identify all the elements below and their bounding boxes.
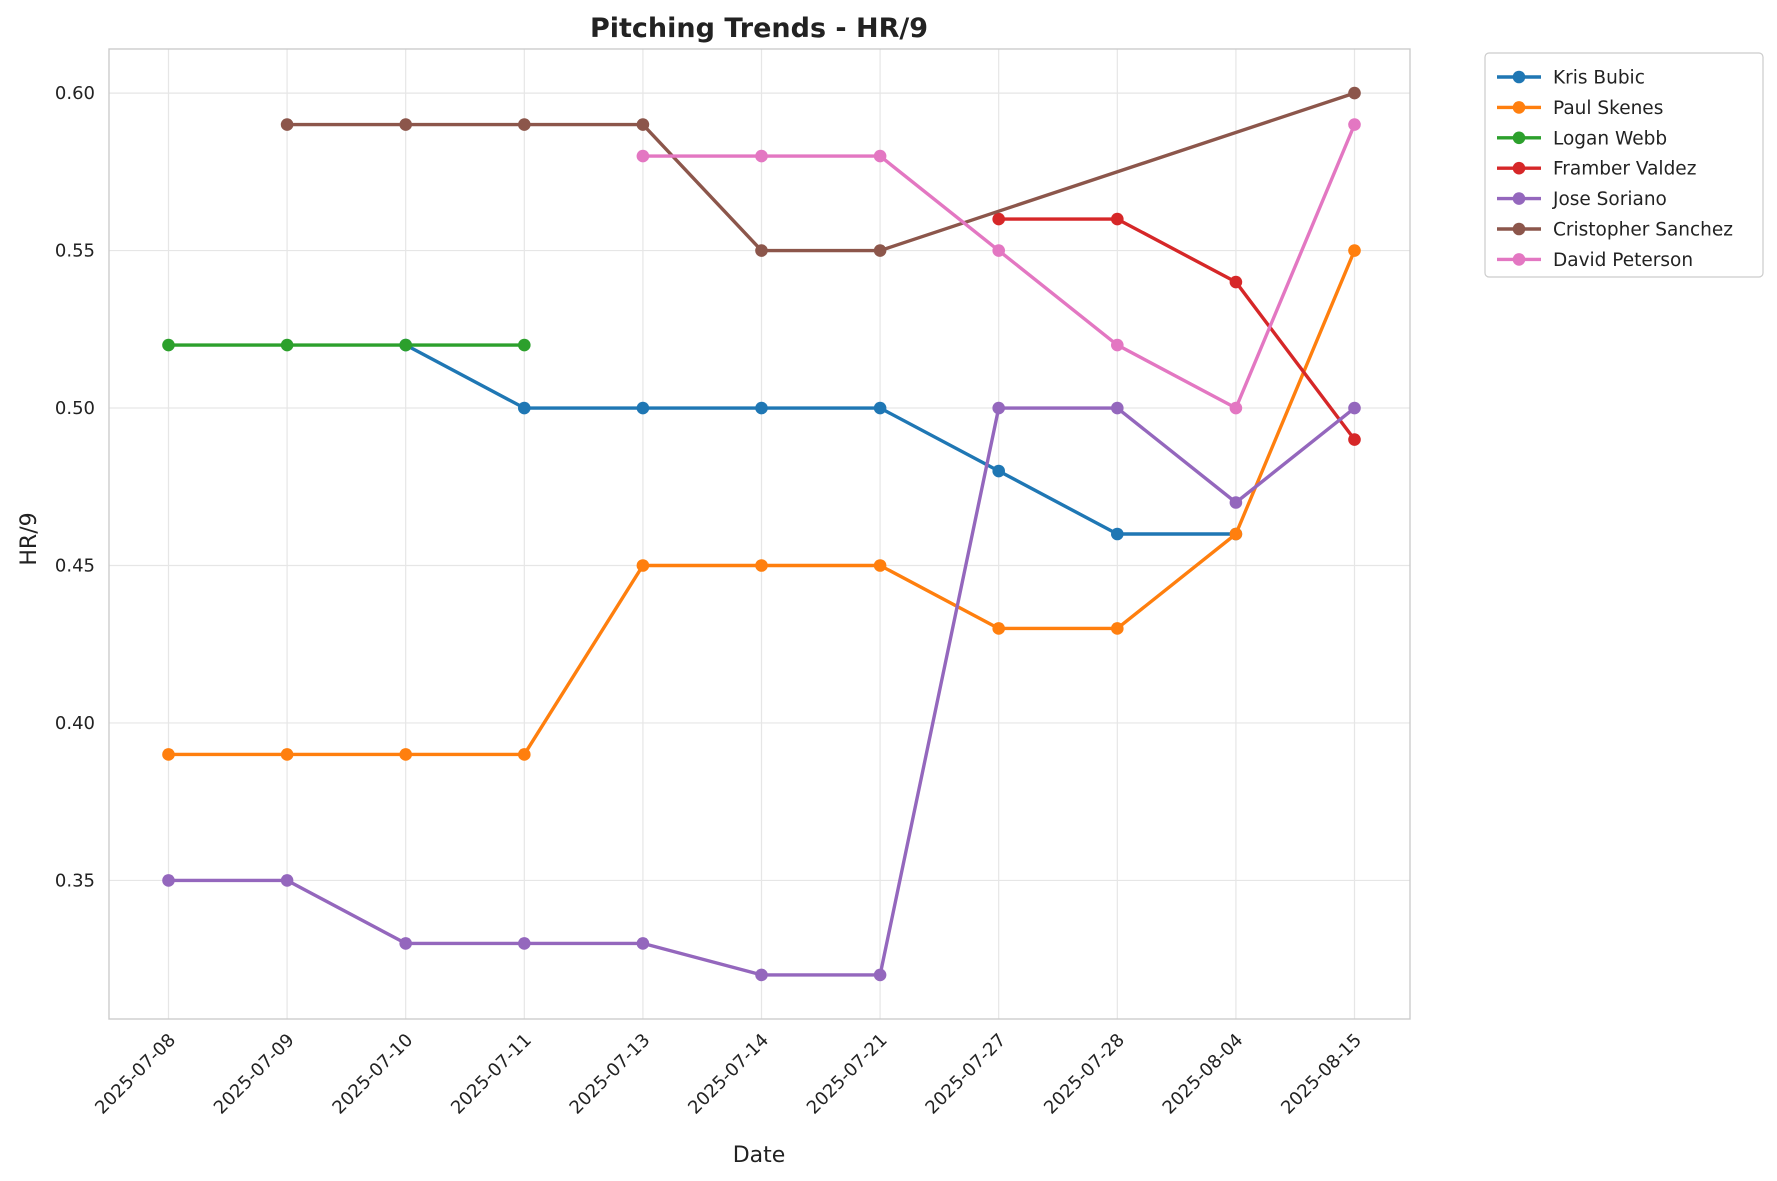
legend-marker	[1512, 101, 1526, 114]
data-point	[1229, 401, 1243, 415]
series-layer	[162, 86, 1361, 982]
data-point	[280, 338, 294, 352]
data-point	[518, 401, 531, 415]
data-point	[1111, 401, 1124, 415]
data-point	[992, 464, 1005, 478]
data-point	[873, 401, 887, 415]
series-group	[162, 338, 531, 352]
legend-item: David Peterson	[1497, 250, 1693, 271]
y-axis-label: HR/9	[17, 512, 42, 565]
legend-items: Kris Bubic Paul Skenes Logan Webb Framber V…	[1497, 68, 1733, 271]
data-point	[1348, 433, 1361, 446]
data-point	[636, 149, 650, 163]
plot-frame	[108, 48, 1411, 1020]
series-group	[280, 86, 1361, 257]
legend-label: Kris Bubic	[1553, 68, 1645, 89]
y-tick-label: 0.35	[55, 870, 95, 891]
data-point	[399, 748, 413, 761]
data-point	[992, 401, 1005, 415]
data-point	[1348, 86, 1361, 100]
data-point	[636, 118, 650, 131]
legend-item: Logan Webb	[1497, 128, 1667, 149]
y-axis-ticks: 0.35 0.40 0.45 0.50 0.55 0.60	[55, 83, 95, 891]
data-point	[162, 748, 175, 761]
data-point	[518, 118, 531, 131]
data-point	[873, 149, 887, 163]
legend-marker	[1512, 131, 1526, 145]
data-point	[1348, 401, 1361, 415]
legend-marker	[1512, 161, 1526, 175]
data-point	[1229, 275, 1243, 289]
data-point	[636, 937, 650, 950]
data-point	[280, 874, 294, 887]
data-point	[1111, 622, 1124, 635]
y-tick-label: 0.60	[55, 83, 95, 104]
legend-marker	[1512, 70, 1526, 84]
series-group	[162, 244, 1361, 761]
x-axis-label: Date	[733, 1143, 786, 1168]
data-point	[755, 968, 768, 982]
legend-label: Jose Soriano	[1552, 189, 1667, 210]
data-point	[636, 559, 650, 572]
legend-label: Framber Valdez	[1553, 159, 1696, 180]
legend-label: Paul Skenes	[1553, 98, 1663, 119]
legend-label: David Peterson	[1553, 250, 1693, 271]
data-point	[1111, 527, 1124, 541]
data-point	[755, 559, 768, 572]
legend-item: Jose Soriano	[1497, 189, 1667, 210]
legend-marker	[1512, 222, 1526, 236]
data-point	[1348, 118, 1361, 131]
data-point	[399, 338, 413, 352]
y-tick-label: 0.40	[55, 713, 95, 734]
data-point	[992, 622, 1005, 635]
y-tick-label: 0.55	[55, 241, 95, 262]
data-point	[992, 244, 1005, 257]
legend-label: Cristopher Sanchez	[1553, 220, 1733, 241]
data-point	[873, 559, 887, 572]
data-point	[280, 748, 294, 761]
series-group	[992, 212, 1361, 446]
data-point	[1111, 212, 1124, 226]
data-point	[873, 244, 887, 257]
data-point	[399, 118, 413, 131]
series-group	[636, 118, 1361, 415]
legend-item: Paul Skenes	[1497, 98, 1663, 119]
data-point	[1348, 244, 1361, 257]
legend-label: Logan Webb	[1553, 128, 1667, 149]
data-point	[755, 244, 768, 257]
data-point	[1229, 496, 1243, 509]
y-tick-label: 0.45	[55, 555, 95, 576]
legend-item: Framber Valdez	[1497, 159, 1696, 180]
series-line	[404, 343, 1238, 536]
data-point	[162, 338, 175, 352]
data-point	[636, 401, 650, 415]
data-point	[518, 338, 531, 352]
data-point	[755, 401, 768, 415]
data-point	[280, 118, 294, 131]
legend-marker	[1512, 253, 1526, 266]
data-point	[1111, 338, 1124, 352]
data-point	[518, 748, 531, 761]
y-tick-label: 0.50	[55, 398, 95, 419]
legend-marker	[1512, 192, 1526, 205]
data-point	[992, 212, 1005, 226]
legend-box	[1484, 52, 1764, 278]
chart-title: Pitching Trends - HR/9	[590, 13, 928, 44]
series-line	[997, 217, 1357, 442]
legend-item: Kris Bubic	[1497, 68, 1645, 89]
series-group	[162, 401, 1361, 982]
data-point	[518, 937, 531, 950]
data-point	[873, 968, 887, 982]
data-point	[1229, 527, 1243, 541]
data-point	[755, 149, 768, 163]
legend-item: Cristopher Sanchez	[1497, 220, 1733, 241]
legend: Kris Bubic Paul Skenes Logan Webb Framber V…	[1484, 52, 1764, 278]
data-point	[399, 937, 413, 950]
data-point	[162, 874, 175, 887]
